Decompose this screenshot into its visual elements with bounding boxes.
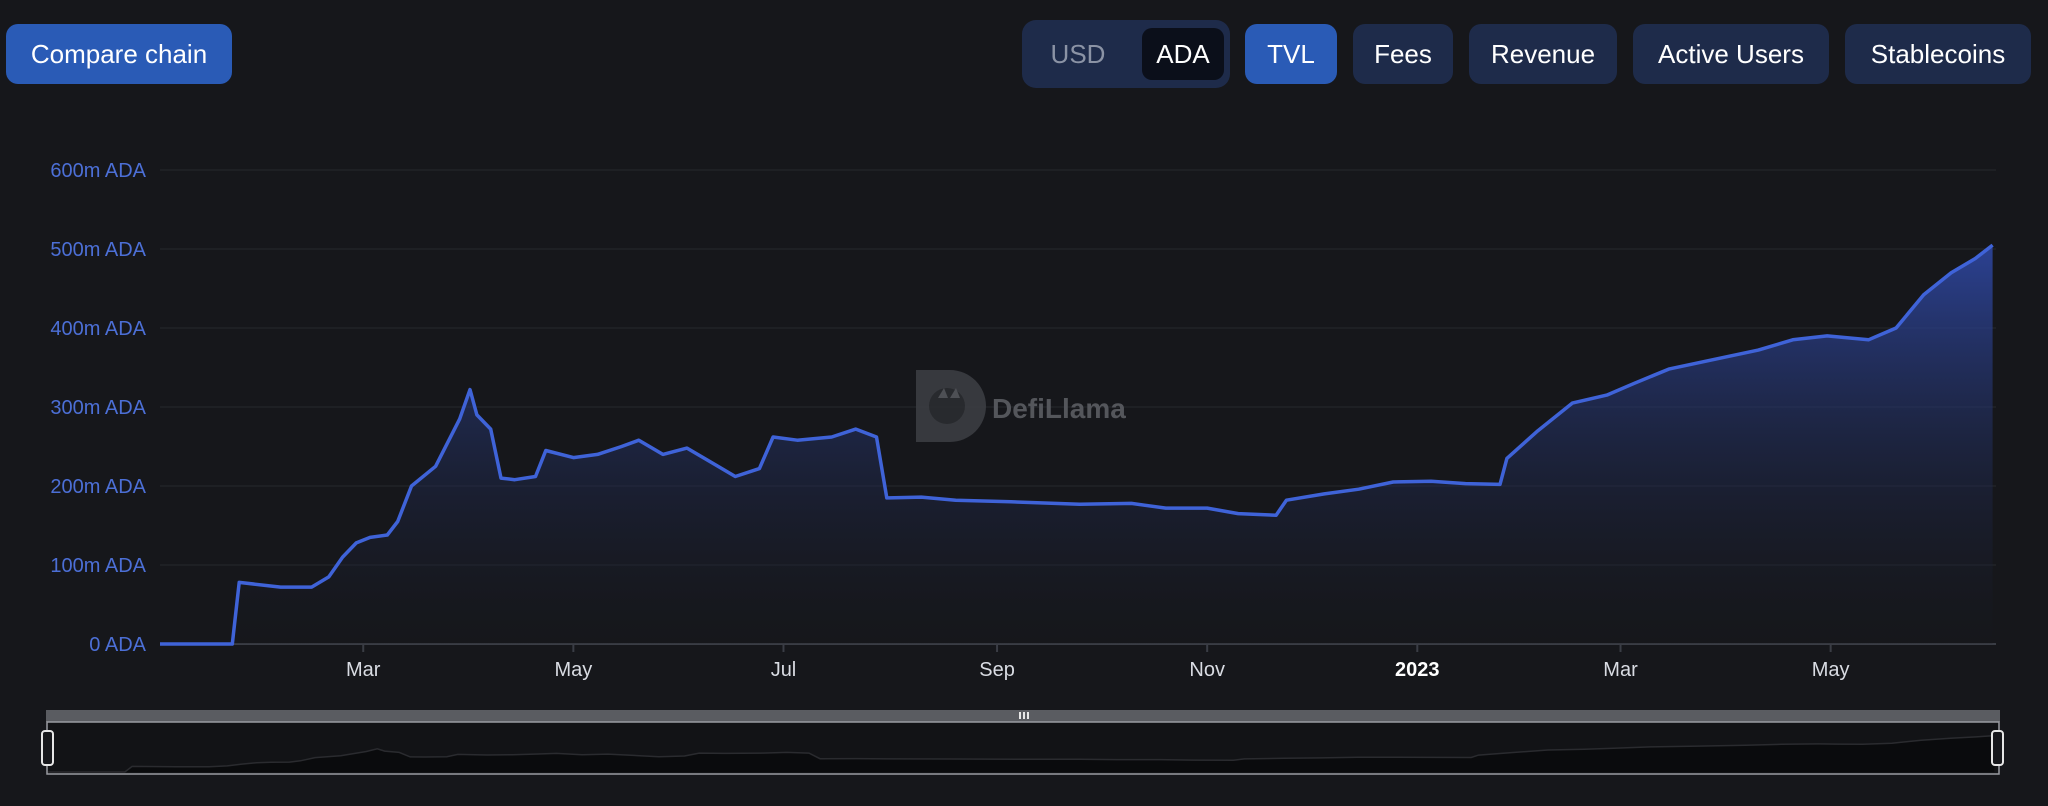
currency-toggle[interactable]: USD ADA [1022, 20, 1230, 88]
x-tick-label: 2023 [1395, 659, 1440, 681]
tab-active-users[interactable]: Active Users [1633, 24, 1829, 84]
tab-fees-label: Fees [1374, 38, 1432, 69]
grip-icon [1019, 712, 1029, 719]
tab-revenue-label: Revenue [1490, 38, 1596, 69]
compare-chain-label: Compare chain [30, 38, 208, 69]
x-tick-label: Mar [346, 659, 381, 681]
tab-active-users-label: Active Users [1658, 38, 1804, 69]
y-tick-label: 400m ADA [50, 318, 146, 340]
currency-option-usd-label: USD [1050, 38, 1106, 69]
compare-chain-button[interactable]: Compare chain [6, 24, 232, 84]
x-axis: Mar May Jul Sep Nov 2023 Mar May [346, 644, 1850, 681]
y-axis: 0 ADA 100m ADA 200m ADA 300m ADA 400m ADA 500… [50, 160, 146, 656]
tab-tvl[interactable]: TVL [1245, 24, 1337, 84]
tab-fees[interactable]: Fees [1353, 24, 1453, 84]
y-tick-label: 300m ADA [50, 397, 146, 419]
x-tick-label: May [1812, 659, 1850, 681]
llama-logo-icon [916, 370, 986, 442]
tab-stablecoins[interactable]: Stablecoins [1845, 24, 2031, 84]
currency-option-ada[interactable]: ADA [1142, 28, 1224, 80]
range-handle-right[interactable] [1991, 730, 2004, 766]
range-handle-left[interactable] [41, 730, 54, 766]
tab-stablecoins-label: Stablecoins [1870, 38, 2006, 69]
tab-tvl-label: TVL [1267, 38, 1315, 69]
range-selector-sparkline-line [48, 734, 1995, 773]
y-tick-label: 0 ADA [89, 634, 146, 656]
y-tick-label: 600m ADA [50, 160, 146, 182]
tab-revenue[interactable]: Revenue [1469, 24, 1617, 84]
x-tick-label: May [554, 659, 592, 681]
currency-option-usd[interactable]: USD [1032, 28, 1124, 80]
y-tick-label: 100m ADA [50, 555, 146, 577]
x-tick-label: Sep [979, 659, 1015, 681]
currency-option-ada-label: ADA [1156, 38, 1210, 69]
x-tick-label: Nov [1189, 659, 1225, 681]
y-tick-label: 200m ADA [50, 476, 146, 498]
tvl-area [160, 245, 1993, 644]
y-tick-label: 500m ADA [50, 239, 146, 261]
x-tick-label: Mar [1603, 659, 1638, 681]
range-selector[interactable] [41, 710, 2004, 775]
x-tick-label: Jul [771, 659, 797, 681]
tvl-line [160, 243, 1994, 646]
range-selector-sparkline [48, 735, 1995, 772]
defillama-watermark: DefiLlama [916, 370, 1126, 442]
watermark-text: DefiLlama [992, 393, 1126, 424]
